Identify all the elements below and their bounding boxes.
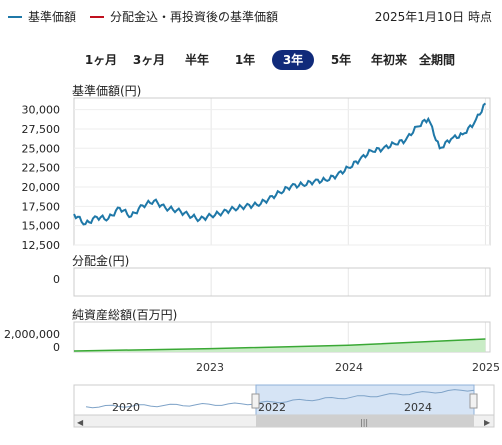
- nav-y-tick: 17,500: [22, 200, 61, 213]
- dividend-grid: [73, 267, 491, 297]
- nav-line-swatch: [8, 15, 22, 18]
- aum-y-tick-zero: 0: [53, 341, 60, 354]
- tab-1m[interactable]: 1ヶ月: [84, 53, 118, 67]
- navigator-tick-2022: 2022: [258, 401, 286, 414]
- navigator-selection[interactable]: [255, 384, 475, 416]
- dividend-y-tick: 0: [53, 273, 60, 286]
- period-tabs: 1ヶ月 3ヶ月 半年 1年 3年 5年 年初来 全期間: [80, 50, 458, 70]
- scrollbar-thumb[interactable]: [256, 415, 474, 427]
- panel-border: [73, 267, 491, 297]
- aum-axis-label: 純資産総額(百万円): [72, 308, 178, 322]
- nav-y-tick: 27,500: [22, 123, 61, 136]
- nav-y-tick: 25,000: [22, 142, 61, 155]
- aum-y-tick-high: 2,000,000: [4, 328, 60, 341]
- tab-5y[interactable]: 5年: [330, 53, 352, 67]
- navigator-series-line: [85, 389, 475, 409]
- x-tick-2024: 2024: [335, 361, 363, 374]
- nav-y-tick: 15,000: [22, 220, 61, 233]
- tab-3y[interactable]: 3年: [272, 50, 314, 70]
- legend-reinvest-label: 分配金込・再投資後の基準価額: [110, 10, 279, 24]
- nav-y-tick: 20,000: [22, 181, 61, 194]
- navigator-tick-2024: 2024: [404, 401, 432, 414]
- tab-ytd[interactable]: 年初来: [370, 53, 407, 67]
- tab-all[interactable]: 全期間: [418, 53, 455, 67]
- tab-1y[interactable]: 1年: [234, 53, 256, 67]
- x-tick-2023: 2023: [196, 361, 224, 374]
- nav-y-tick: 22,500: [22, 162, 61, 175]
- nav-y-tick: 12,500: [22, 239, 61, 252]
- reinvest-line-swatch: [90, 15, 105, 18]
- as-of-date: 2025年1月10日 時点: [374, 10, 492, 24]
- legend-item-nav: 基準価額: [8, 8, 76, 25]
- legend-nav-label: 基準価額: [28, 10, 77, 24]
- dividend-axis-label: 分配金(円): [72, 254, 130, 268]
- navigator-handle-right[interactable]: [469, 393, 478, 409]
- scroll-right-arrow-icon[interactable]: ▶: [484, 418, 491, 427]
- navigator-handle-left[interactable]: [251, 393, 260, 409]
- legend-item-reinvest: 分配金込・再投資後の基準価額: [90, 8, 278, 25]
- tab-3m[interactable]: 3ヶ月: [132, 53, 166, 67]
- nav-grid: [73, 97, 491, 246]
- x-tick-2025: 2025: [472, 361, 500, 374]
- navigator-tick-2020: 2020: [112, 401, 140, 414]
- aum-series-area: [74, 339, 486, 352]
- aum-series-line: [73, 338, 486, 352]
- scrollbar-grip-icon: |||: [360, 418, 368, 427]
- scroll-left-arrow-icon[interactable]: ◀: [77, 418, 84, 427]
- nav-series-line: [73, 102, 487, 226]
- nav-axis-label: 基準価額(円): [72, 84, 142, 98]
- legend: 基準価額 分配金込・再投資後の基準価額: [8, 8, 292, 25]
- tab-6m[interactable]: 半年: [184, 53, 209, 67]
- nav-y-ticks: 30,000 27,500 25,000 22,500 20,000 17,500 15,0…: [22, 104, 61, 252]
- nav-y-tick: 30,000: [22, 104, 61, 117]
